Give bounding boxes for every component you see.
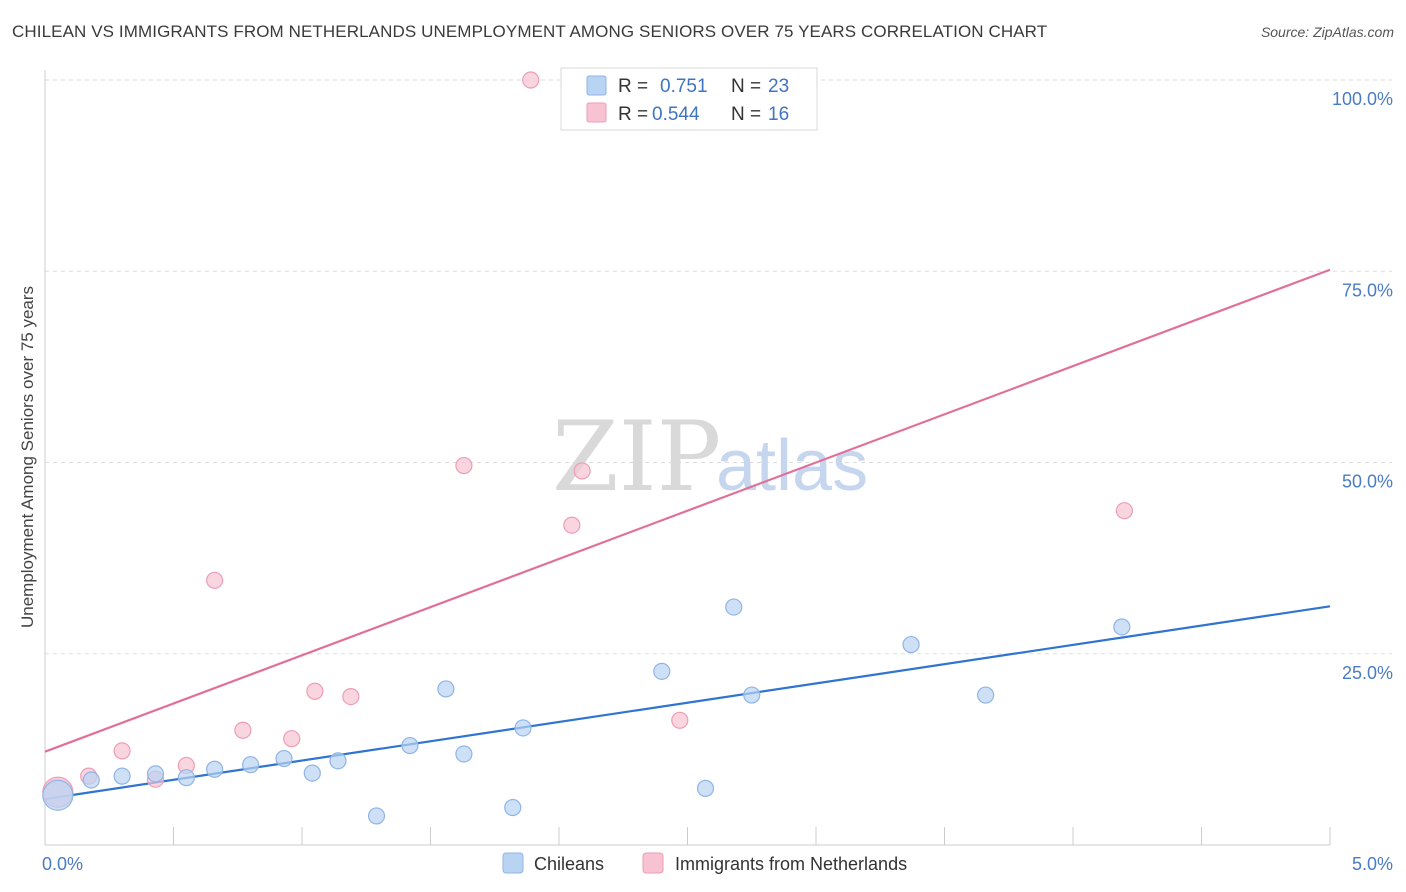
bottom-legend-swatch-chileans: [502, 852, 524, 874]
chart-title: CHILEAN VS IMMIGRANTS FROM NETHERLANDS U…: [12, 22, 1048, 41]
point-chileans: [977, 686, 995, 704]
point-netherlands: [671, 711, 689, 729]
trend-line-netherlands: [44, 268, 1331, 753]
x-tick-label-min: 0.0%: [42, 854, 83, 874]
point-chileans: [206, 760, 224, 778]
y-axis-label: Unemployment Among Seniors over 75 years: [18, 286, 37, 628]
trend-line-chileans: [44, 605, 1331, 801]
legend-n-label-2: N =: [731, 104, 761, 125]
x-tick-label-max: 5.0%: [1352, 854, 1393, 874]
point-netherlands: [306, 682, 324, 700]
x-tick-marks: [173, 827, 1331, 845]
legend-r-label-2: R =: [618, 104, 648, 125]
y-tick-label-25: 25.0%: [1342, 663, 1393, 683]
point-chileans: [514, 719, 532, 737]
bottom-legend-swatch-netherlands: [642, 852, 664, 874]
point-chileans: [1113, 618, 1131, 636]
data-points: [42, 71, 1134, 825]
point-chileans: [437, 680, 455, 698]
legend-n-value-1: 23: [768, 76, 789, 97]
series-legend: Chileans Immigrants from Netherlands: [502, 852, 907, 874]
point-netherlands: [573, 462, 591, 480]
point-chileans: [303, 764, 321, 782]
legend-r-label-1: R =: [618, 76, 648, 97]
point-chileans: [42, 779, 74, 811]
legend-r-value-2: 0.544: [652, 104, 700, 125]
y-tick-labels: 25.0% 50.0% 75.0% 100.0%: [1332, 89, 1393, 683]
watermark: ZIP atlas: [552, 401, 868, 513]
point-netherlands: [113, 742, 131, 760]
watermark-zip: ZIP: [552, 401, 721, 513]
point-chileans: [177, 769, 195, 787]
y-tick-label-100: 100.0%: [1332, 89, 1393, 109]
point-chileans: [696, 779, 715, 797]
y-tick-label-50: 50.0%: [1342, 472, 1393, 492]
legend-r-value-1: 0.751: [660, 76, 708, 97]
y-tick-label-75: 75.0%: [1342, 280, 1393, 300]
point-netherlands: [1115, 502, 1134, 520]
point-chileans: [902, 635, 920, 654]
source-label: Source: ZipAtlas.com: [1260, 24, 1394, 40]
point-chileans: [275, 749, 293, 768]
point-chileans: [743, 686, 761, 704]
legend-n-value-2: 16: [768, 104, 789, 125]
point-chileans: [455, 745, 473, 763]
point-chileans: [146, 765, 165, 783]
point-chileans: [82, 771, 100, 789]
bottom-legend-label-netherlands: Immigrants from Netherlands: [675, 854, 907, 874]
point-netherlands: [522, 71, 540, 89]
point-chileans: [329, 752, 347, 770]
trend-lines: [44, 268, 1331, 801]
legend-swatch-netherlands: [586, 102, 607, 123]
watermark-atlas: atlas: [716, 426, 868, 506]
point-chileans: [367, 807, 386, 825]
point-chileans: [504, 798, 522, 817]
point-chileans: [113, 767, 131, 785]
point-chileans: [401, 736, 419, 755]
point-chileans: [725, 598, 743, 616]
legend-n-label-1: N =: [731, 76, 761, 97]
point-chileans: [653, 662, 671, 680]
point-netherlands: [283, 730, 301, 748]
point-netherlands: [206, 571, 224, 589]
point-netherlands: [563, 516, 581, 534]
legend-swatch-chileans: [586, 75, 607, 96]
bottom-legend-label-chileans: Chileans: [534, 854, 604, 874]
grid: [45, 79, 1392, 655]
point-netherlands: [342, 687, 360, 706]
point-netherlands: [455, 456, 473, 475]
point-chileans: [242, 756, 260, 774]
correlation-legend: R = 0.751 N = 23 R = 0.544 N = 16: [560, 67, 818, 131]
point-netherlands: [234, 721, 252, 739]
